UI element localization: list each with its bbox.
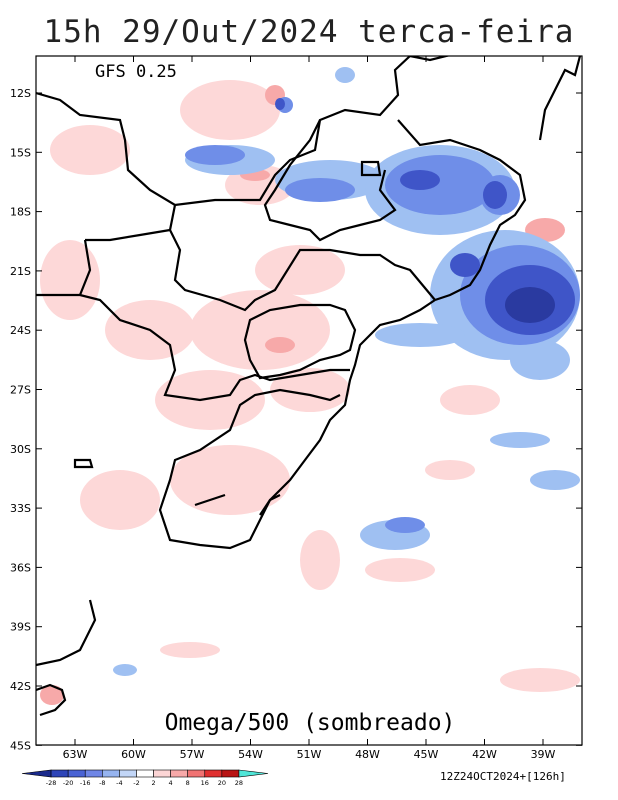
- lat-label: 15S: [10, 146, 31, 159]
- lat-label: 36S: [10, 561, 31, 574]
- lon-label: 63W: [63, 748, 88, 761]
- lat-label: 21S: [10, 265, 31, 278]
- colorbar-swatch: [119, 769, 137, 778]
- map-title: 15h 29/Out/2024 terca-feira: [43, 14, 575, 50]
- lat-label: 24S: [10, 324, 31, 337]
- colorbar-label: -4: [116, 779, 122, 787]
- colorbar-label: 4: [169, 779, 173, 787]
- colorbar-label: -20: [63, 779, 74, 787]
- lat-label: 39S: [10, 621, 31, 634]
- colorbar-label: -8: [99, 779, 105, 787]
- lon-label: 48W: [355, 748, 380, 761]
- longitude-axis: 63W 60W 57W 54W 51W 48W 45W 42W 39W: [63, 56, 556, 761]
- colorbar-swatch: [204, 769, 223, 778]
- colorbar-swatch: [153, 769, 171, 778]
- colorbar-swatch: [50, 769, 69, 778]
- lat-label: 12S: [10, 87, 31, 100]
- political-boundaries: [36, 56, 582, 717]
- colorbar-label: 28: [235, 779, 243, 787]
- model-label: GFS 0.25: [95, 62, 177, 82]
- colorbar-label: 16: [201, 779, 209, 787]
- lon-label: 54W: [238, 748, 263, 761]
- colorbar-label: -28: [46, 779, 57, 787]
- lon-label: 60W: [121, 748, 146, 761]
- lon-label: 57W: [180, 748, 205, 761]
- omega-shading: [40, 67, 580, 705]
- latitude-axis: 12S 15S 18S 21S 24S 27S 30S 33S 36S 39S 42S 45S: [10, 87, 582, 752]
- colorbar-label: -2: [133, 779, 139, 787]
- colorbar-swatch: [136, 769, 154, 778]
- lat-label: 18S: [10, 206, 31, 219]
- colorbar-label: 2: [151, 779, 155, 787]
- lon-label: 39W: [531, 748, 556, 761]
- colorbar-swatch: [238, 769, 269, 778]
- lon-label: 42W: [472, 748, 497, 761]
- colorbar-swatch: [221, 769, 240, 778]
- lon-label: 51W: [297, 748, 322, 761]
- colorbar-swatch: [187, 769, 206, 778]
- colorbar-swatch: [21, 769, 52, 778]
- lat-label: 33S: [10, 502, 31, 515]
- run-label: 12Z24OCT2024+[126h]: [440, 770, 566, 783]
- colorbar-label: 8: [186, 779, 190, 787]
- lat-label: 42S: [10, 680, 31, 693]
- colorbar-swatch: [102, 769, 120, 778]
- colorbar-swatch: [170, 769, 188, 778]
- colorbar: -28 -20 -16 -8 -4 -2 2 4 8 16 20 28: [21, 769, 269, 787]
- lat-label: 45S: [10, 739, 31, 752]
- colorbar-swatch: [67, 769, 86, 778]
- colorbar-label: 20: [218, 779, 226, 787]
- variable-label: Omega/500 (sombreado): [164, 710, 456, 736]
- lat-label: 27S: [10, 384, 31, 397]
- colorbar-swatch: [84, 769, 103, 778]
- colorbar-label: -16: [80, 779, 91, 787]
- lon-label: 45W: [414, 748, 439, 761]
- lat-label: 30S: [10, 443, 31, 456]
